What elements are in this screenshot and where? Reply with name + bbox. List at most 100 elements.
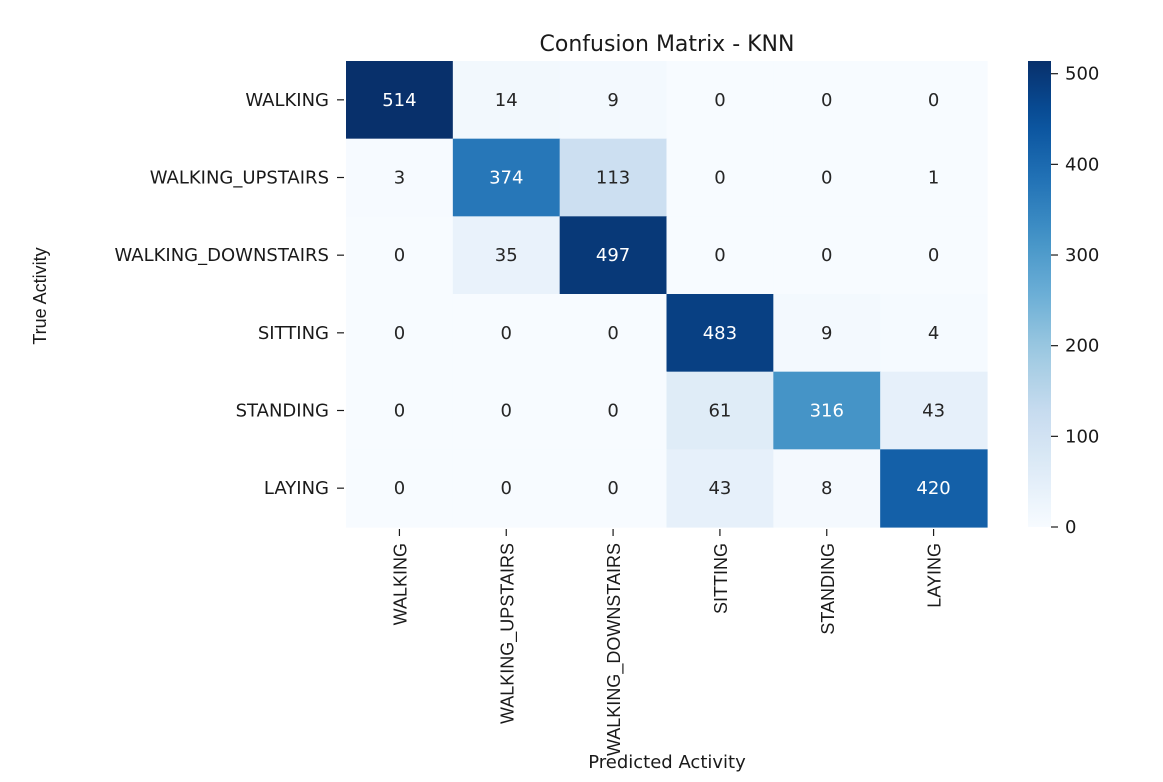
cell-value-label: 514 xyxy=(382,90,416,111)
heatmap-cell xyxy=(346,61,454,140)
cell-value-label: 420 xyxy=(916,478,950,499)
cell-value-label: 0 xyxy=(394,478,405,499)
heatmap-cell xyxy=(880,138,988,217)
cell-value-label: 316 xyxy=(810,401,844,422)
heatmap-cell xyxy=(773,371,881,450)
heatmap-cell xyxy=(666,216,774,295)
heatmap-cell xyxy=(666,449,774,528)
x-tick-labels: WALKING WALKING_UPSTAIRS WALKING_DOWNSTAIR… xyxy=(390,529,945,756)
y-tick-label: LAYING xyxy=(264,478,329,499)
colorbar-tick-label: 400 xyxy=(1065,154,1099,175)
y-tick-labels: WALKING WALKING_UPSTAIRS WALKING_DOWNSTAIR… xyxy=(114,90,344,499)
cell-value-label: 4 xyxy=(928,323,939,344)
heatmap-cell xyxy=(452,138,561,217)
cell-value-label: 0 xyxy=(394,401,405,422)
chart-title: Confusion Matrix - KNN xyxy=(540,32,795,57)
cell-value-label: 497 xyxy=(596,245,630,266)
x-tick-label: SITTING xyxy=(711,543,731,614)
cell-value-label: 0 xyxy=(394,323,405,344)
cell-value-label: 0 xyxy=(821,245,832,266)
heatmap-cell xyxy=(666,138,774,217)
y-tick-label: WALKING xyxy=(245,90,329,111)
y-axis-label: True Activity xyxy=(30,247,50,344)
cell-value-label: 43 xyxy=(708,478,731,499)
colorbar-tick-label: 200 xyxy=(1065,336,1099,357)
cell-value-label: 3 xyxy=(394,168,405,189)
x-axis-label: Predicted Activity xyxy=(588,752,746,773)
heatmap-cell xyxy=(346,449,454,528)
heatmap-cell xyxy=(666,371,774,450)
cell-value-label: 0 xyxy=(501,478,512,499)
x-tick-label: WALKING_DOWNSTAIRS xyxy=(604,543,625,756)
heatmap-cell xyxy=(559,449,668,528)
cell-value-label: 35 xyxy=(495,245,518,266)
cell-value-label: 9 xyxy=(607,90,618,111)
heatmap-cells: 514 14 9 0 0 0 3 374 113 0 0 1 0 35 497 0 0 0 0 0 0 483 9 4 0 0 0 6… xyxy=(346,61,988,528)
heatmap-cell xyxy=(559,294,668,373)
heatmap-cell xyxy=(880,371,988,450)
cell-value-label: 483 xyxy=(703,323,737,344)
x-tick-label: WALKING xyxy=(390,543,410,625)
colorbar-tick-label: 500 xyxy=(1065,64,1099,85)
colorbar-gradient xyxy=(1028,61,1051,527)
heatmap-cell xyxy=(452,61,561,140)
heatmap-cell xyxy=(452,216,561,295)
cell-value-label: 0 xyxy=(928,245,939,266)
cell-value-label: 14 xyxy=(495,90,518,111)
heatmap-cell xyxy=(346,371,454,450)
heatmap-cell xyxy=(773,61,881,140)
heatmap-cell xyxy=(880,61,988,140)
cell-value-label: 0 xyxy=(821,168,832,189)
cell-value-label: 8 xyxy=(821,478,832,499)
cell-value-label: 43 xyxy=(922,401,945,422)
heatmap-cell xyxy=(452,371,561,450)
heatmap-cell xyxy=(346,294,454,373)
x-tick-label: STANDING xyxy=(818,543,838,635)
heatmap-cell xyxy=(559,138,668,217)
heatmap-cell xyxy=(346,138,454,217)
cell-value-label: 0 xyxy=(394,245,405,266)
colorbar-tick-label: 100 xyxy=(1065,426,1099,447)
heatmap-cell xyxy=(880,294,988,373)
heatmap-cell xyxy=(452,449,561,528)
cell-value-label: 1 xyxy=(928,168,939,189)
y-tick-label: WALKING_DOWNSTAIRS xyxy=(114,245,329,266)
cell-value-label: 0 xyxy=(714,245,725,266)
heatmap-cell xyxy=(666,294,774,373)
heatmap-cell xyxy=(773,216,881,295)
heatmap-cell xyxy=(880,216,988,295)
heatmap-cell xyxy=(559,216,668,295)
cell-value-label: 61 xyxy=(708,401,731,422)
heatmap-cell xyxy=(773,294,881,373)
heatmap-cell xyxy=(773,449,881,528)
cell-value-label: 0 xyxy=(607,323,618,344)
heatmap-cell xyxy=(559,61,668,140)
cell-value-label: 0 xyxy=(714,90,725,111)
cell-value-label: 0 xyxy=(501,323,512,344)
x-tick-label: LAYING xyxy=(925,543,945,608)
heatmap-cell xyxy=(346,216,454,295)
cell-value-label: 0 xyxy=(821,90,832,111)
colorbar: 0 100 200 300 400 500 xyxy=(1028,61,1099,538)
cell-value-label: 0 xyxy=(501,401,512,422)
cell-value-label: 374 xyxy=(489,168,523,189)
heatmap-cell xyxy=(559,371,668,450)
x-tick-label: WALKING_UPSTAIRS xyxy=(497,543,518,724)
cell-value-label: 113 xyxy=(596,168,630,189)
y-tick-label: WALKING_UPSTAIRS xyxy=(150,168,329,189)
cell-value-label: 0 xyxy=(928,90,939,111)
heatmap-cell xyxy=(666,61,774,140)
cell-value-label: 0 xyxy=(714,168,725,189)
heatmap-cell xyxy=(452,294,561,373)
cell-value-label: 9 xyxy=(821,323,832,344)
cell-value-label: 0 xyxy=(607,478,618,499)
colorbar-tick-label: 0 xyxy=(1065,517,1076,538)
cell-value-label: 0 xyxy=(607,401,618,422)
heatmap-cell xyxy=(880,449,988,528)
y-tick-label: STANDING xyxy=(236,401,329,422)
heatmap-cell xyxy=(773,138,881,217)
colorbar-tick-label: 300 xyxy=(1065,245,1099,266)
y-tick-label: SITTING xyxy=(258,323,329,344)
